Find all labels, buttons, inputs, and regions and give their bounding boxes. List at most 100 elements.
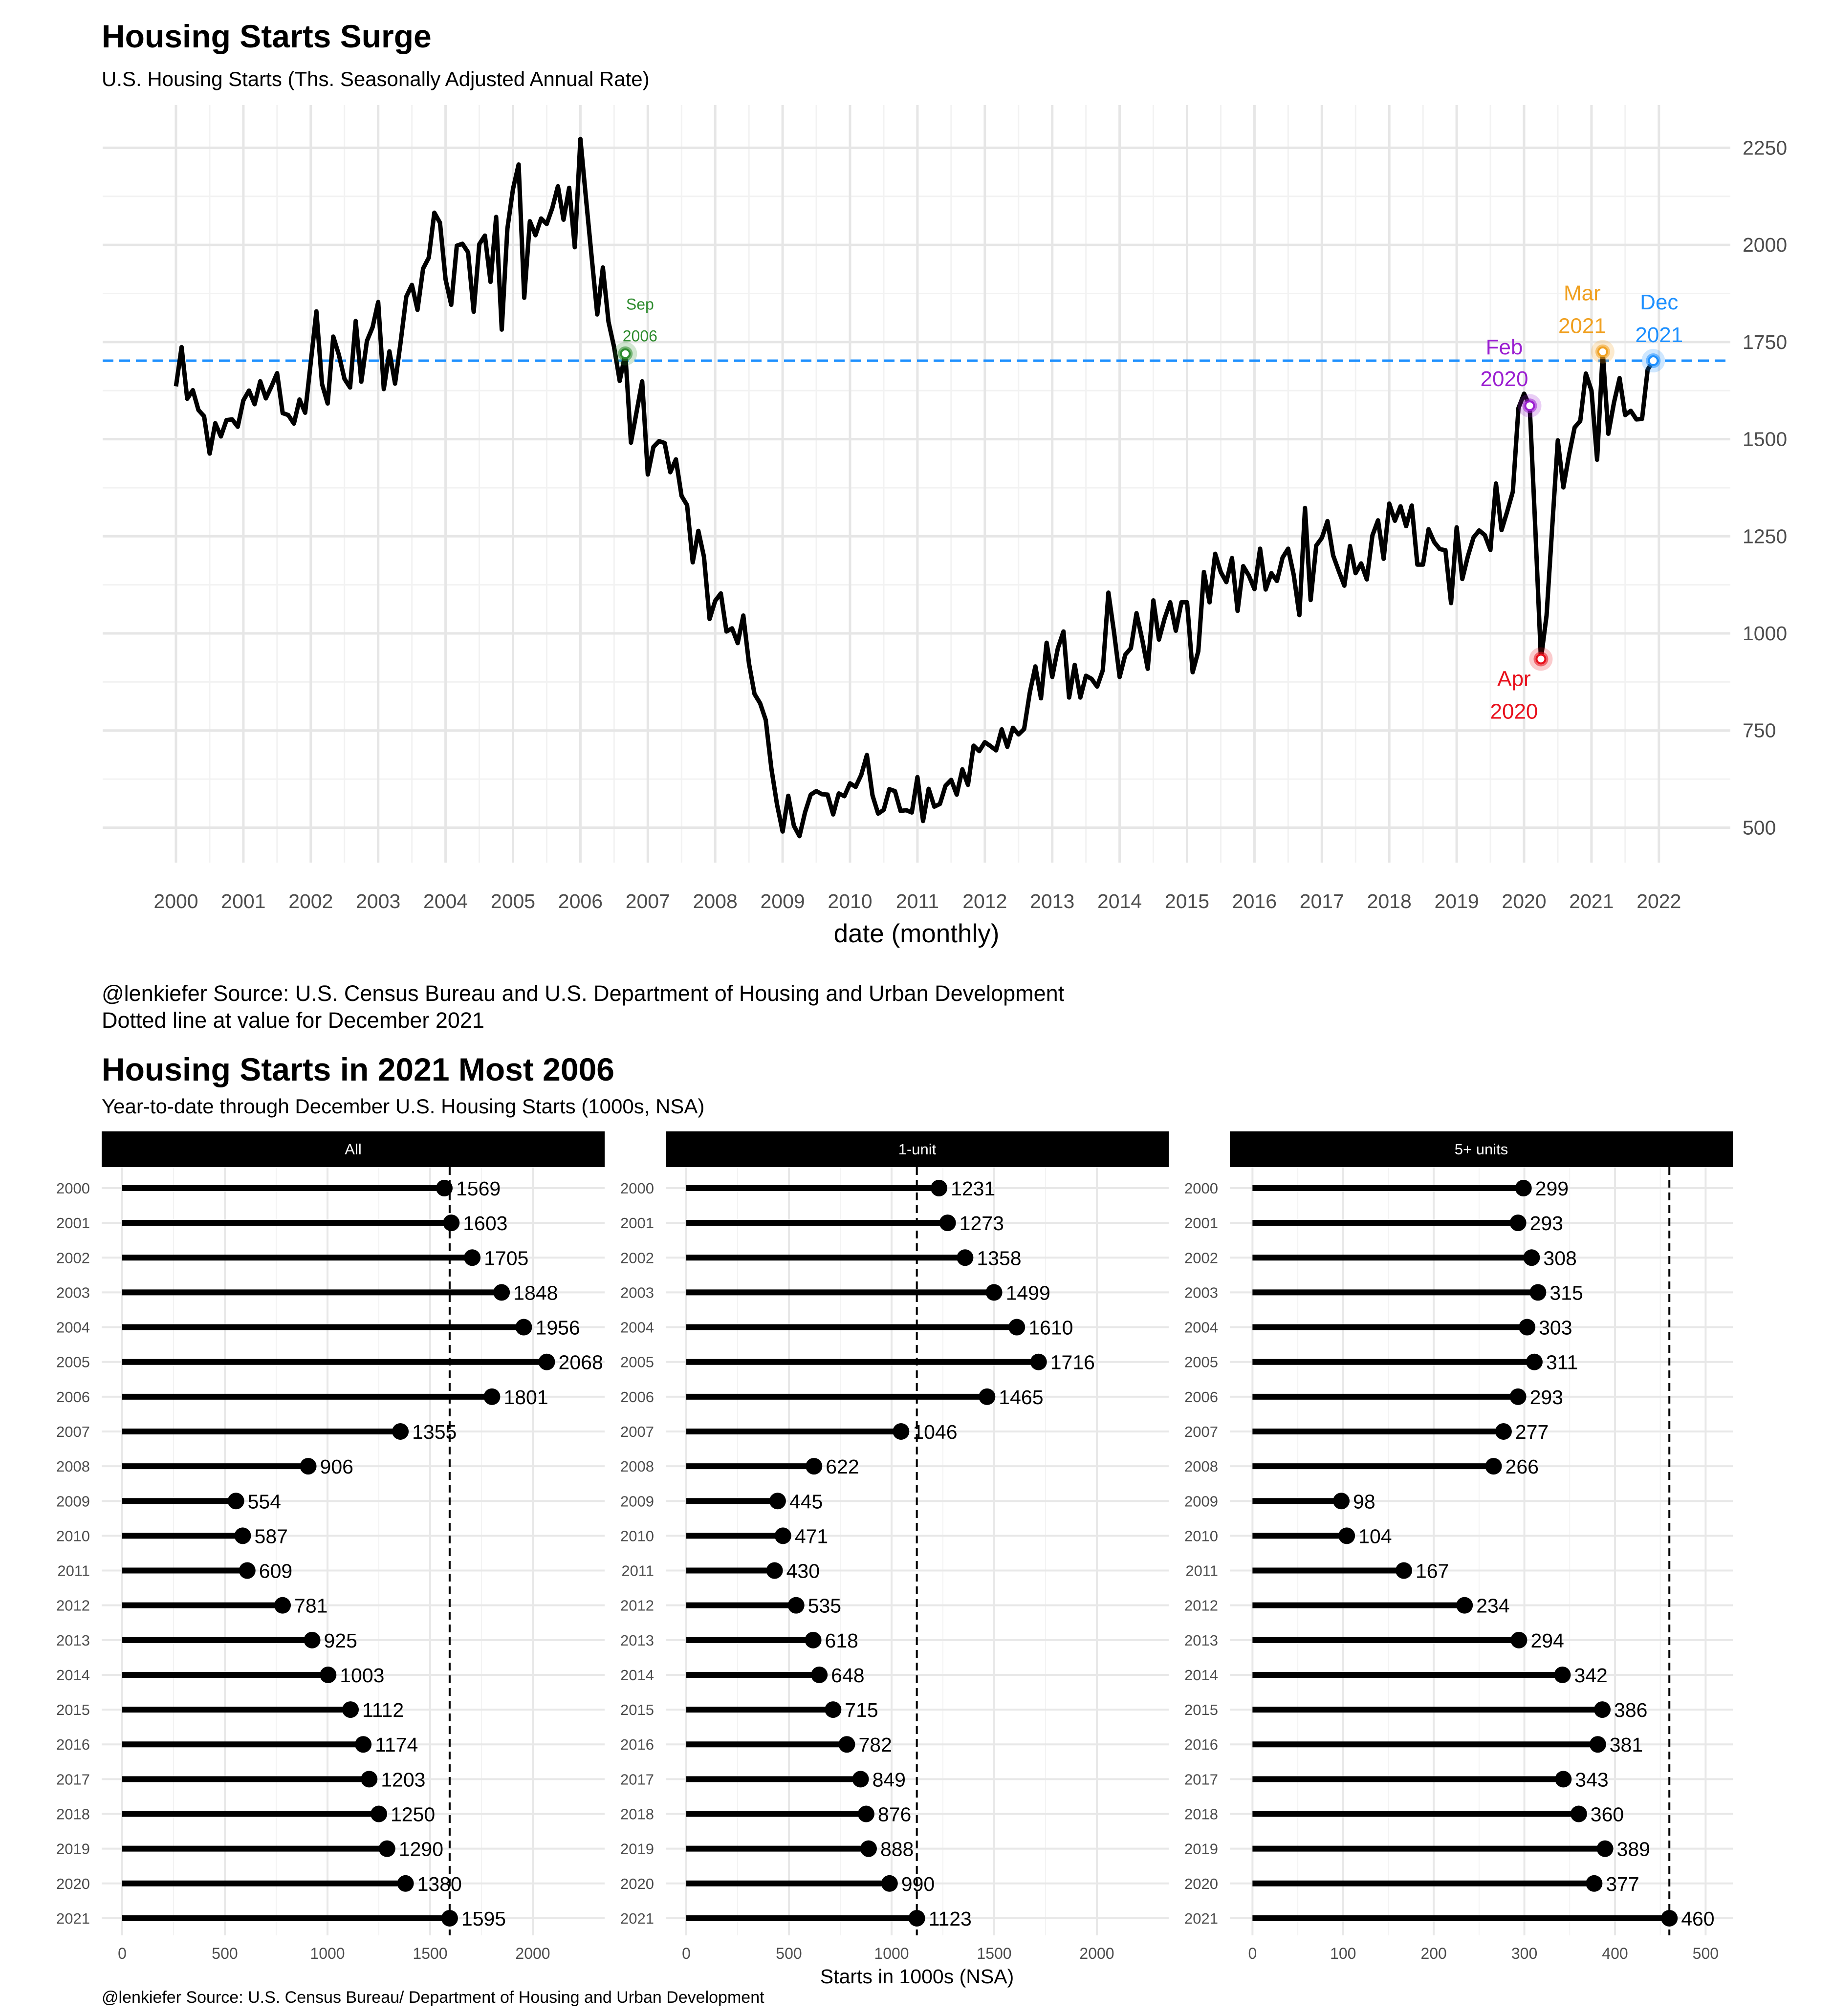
- year-label: 2019: [620, 1841, 654, 1858]
- year-label: 2018: [56, 1806, 90, 1823]
- year-label: 2012: [1184, 1597, 1218, 1614]
- highlight-point: [1597, 346, 1608, 357]
- x-tick-label: 1500: [977, 1945, 1011, 1962]
- lollipop-point: [1519, 1319, 1536, 1336]
- year-label: 2010: [1184, 1527, 1218, 1544]
- year-label: 2009: [620, 1493, 654, 1510]
- year-label: 2002: [56, 1249, 90, 1266]
- lollipop-point: [464, 1249, 481, 1266]
- lollipop-point: [1661, 1909, 1678, 1927]
- value-label: 2068: [559, 1351, 603, 1374]
- value-label: 167: [1416, 1560, 1449, 1582]
- facet-strip-label: 5+ units: [1455, 1141, 1508, 1158]
- value-label: 1956: [536, 1317, 580, 1339]
- year-label: 2014: [1184, 1667, 1218, 1684]
- lollipop-point: [483, 1388, 501, 1405]
- year-label: 2017: [56, 1771, 90, 1788]
- x-tick-label: 2020: [1502, 890, 1546, 912]
- value-label: 1705: [484, 1247, 528, 1269]
- lollipop-point: [1554, 1666, 1571, 1683]
- lollipop-point: [881, 1875, 898, 1892]
- lollipop-point: [1395, 1562, 1412, 1579]
- lollipop-point: [857, 1805, 874, 1822]
- year-label: 2003: [56, 1284, 90, 1301]
- annotation-year: 2021: [1558, 314, 1606, 338]
- x-tick-label: 2005: [491, 890, 535, 912]
- lollipop-point: [787, 1597, 805, 1614]
- lollipop-point: [538, 1353, 555, 1370]
- year-label: 2003: [620, 1284, 654, 1301]
- x-tick-label: 2015: [1165, 890, 1209, 912]
- lollipop-point: [811, 1666, 828, 1683]
- value-label: 609: [259, 1560, 292, 1582]
- value-label: 990: [901, 1873, 935, 1895]
- x-tick-label: 2011: [896, 890, 939, 912]
- year-label: 2020: [620, 1875, 654, 1892]
- year-label: 2009: [1184, 1493, 1218, 1510]
- year-label: 2007: [620, 1423, 654, 1440]
- value-label: 925: [324, 1629, 357, 1652]
- annotation-month: Feb: [1486, 335, 1523, 359]
- value-label: 781: [294, 1595, 327, 1617]
- lollipop-point: [860, 1840, 877, 1857]
- lollipop-point: [1495, 1423, 1512, 1440]
- year-label: 2017: [1184, 1771, 1218, 1788]
- value-label: 460: [1681, 1908, 1714, 1930]
- lollipop-point: [355, 1736, 372, 1753]
- value-label: 618: [825, 1629, 858, 1652]
- value-label: 1290: [399, 1838, 443, 1861]
- value-label: 308: [1543, 1247, 1576, 1269]
- annotation-month: Dec: [1640, 290, 1678, 314]
- year-label: 2011: [57, 1562, 90, 1580]
- lollipop-point: [443, 1214, 460, 1232]
- year-label: 2000: [56, 1180, 90, 1197]
- bottom-chart-caption: @lenkiefer Source: U.S. Census Bureau/ D…: [102, 1988, 764, 2007]
- lollipop-point: [320, 1666, 337, 1683]
- lollipop-point: [1526, 1353, 1543, 1370]
- lollipop-point: [300, 1458, 317, 1475]
- lollipop-point: [436, 1180, 453, 1196]
- year-label: 2004: [620, 1319, 654, 1336]
- annotation-month: Apr: [1497, 667, 1530, 691]
- lollipop-point: [493, 1284, 510, 1301]
- value-label: 906: [320, 1455, 353, 1478]
- value-label: 1465: [999, 1386, 1043, 1409]
- year-label: 2021: [56, 1910, 90, 1927]
- value-label: 311: [1546, 1351, 1578, 1374]
- lollipop-point: [361, 1771, 378, 1788]
- year-label: 2021: [1184, 1910, 1218, 1927]
- lollipop-point: [1485, 1458, 1502, 1475]
- value-label: 293: [1530, 1386, 1563, 1409]
- x-tick-label: 2001: [221, 890, 265, 912]
- value-label: 1355: [412, 1421, 457, 1443]
- value-label: 782: [858, 1734, 892, 1756]
- value-label: 293: [1530, 1212, 1563, 1235]
- top-chart-caption: @lenkiefer Source: U.S. Census Bureau an…: [102, 980, 1064, 1034]
- year-label: 2013: [56, 1632, 90, 1649]
- annotation-year: 2021: [1635, 323, 1683, 347]
- value-label: 343: [1575, 1768, 1608, 1791]
- value-label: 294: [1530, 1629, 1564, 1652]
- housing-starts-line-chart: 500 750 1000 1250 1500 1750 2000 2250 2000 2001 20…: [103, 105, 1787, 948]
- value-label: 715: [845, 1699, 878, 1721]
- value-label: 360: [1591, 1803, 1624, 1826]
- highlight-point: [620, 348, 631, 359]
- x-tick-label: 100: [1330, 1945, 1356, 1962]
- lollipop-point: [985, 1284, 1003, 1301]
- year-label: 2016: [1184, 1736, 1218, 1753]
- year-label: 2010: [620, 1527, 654, 1544]
- x-tick-label: 400: [1602, 1945, 1628, 1962]
- year-label: 2005: [620, 1354, 654, 1371]
- value-label: 342: [1574, 1664, 1607, 1687]
- year-label: 2021: [620, 1910, 654, 1927]
- year-label: 2008: [56, 1458, 90, 1475]
- x-tick-label: 2016: [1232, 890, 1277, 912]
- lollipop-point: [1456, 1597, 1473, 1614]
- x-tick-label: 2003: [356, 890, 400, 912]
- highlight-point: [1524, 400, 1535, 412]
- year-label: 2015: [620, 1701, 654, 1718]
- lollipop-point: [397, 1875, 414, 1892]
- value-label: 587: [255, 1525, 288, 1547]
- lollipop-point: [234, 1527, 251, 1544]
- lollipop-point: [1509, 1388, 1527, 1405]
